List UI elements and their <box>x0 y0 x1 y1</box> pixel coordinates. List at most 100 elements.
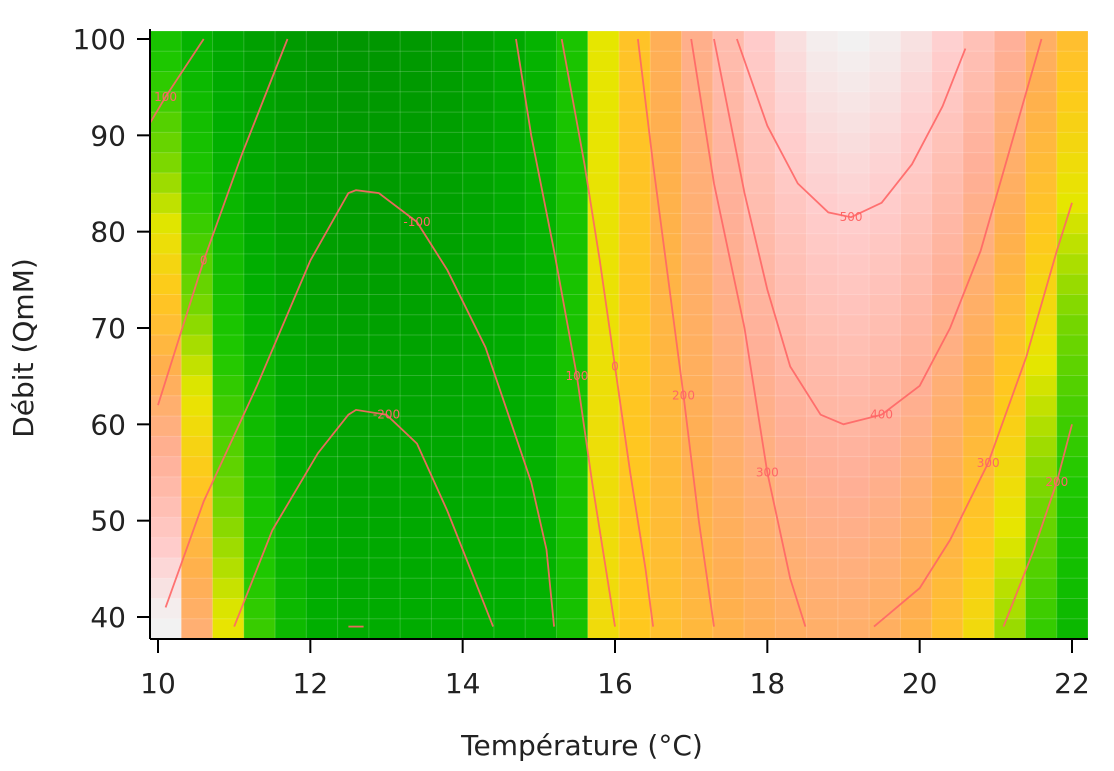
heatmap-cell <box>212 456 245 478</box>
heatmap-cell <box>806 91 839 113</box>
heatmap-cell <box>1056 456 1088 478</box>
heatmap-cell <box>681 355 714 377</box>
heatmap-cell <box>650 71 683 93</box>
heatmap-cell <box>462 132 495 154</box>
heatmap-cell <box>275 456 307 478</box>
heatmap-cell <box>462 618 495 639</box>
heatmap-cell <box>337 436 370 458</box>
heatmap-cell <box>462 31 495 52</box>
heatmap-cell <box>1056 314 1088 336</box>
heatmap-cell <box>994 112 1027 133</box>
heatmap-cell <box>900 335 933 356</box>
heatmap-cell <box>681 618 714 639</box>
heatmap-cell <box>587 618 620 639</box>
heatmap-cell <box>931 172 964 194</box>
heatmap-cell <box>587 456 620 478</box>
heatmap-cell <box>462 557 495 579</box>
heatmap-cell <box>931 416 964 437</box>
heatmap-cell <box>400 152 432 174</box>
heatmap-cell <box>493 578 526 600</box>
heatmap-cell <box>243 172 276 194</box>
heatmap-cell <box>525 314 558 336</box>
heatmap-cell <box>587 578 620 600</box>
heatmap-cell <box>1025 152 1058 174</box>
heatmap-cell <box>306 112 339 133</box>
heatmap-cell <box>869 557 901 579</box>
heatmap-cell <box>275 213 307 235</box>
contour-label: 200 <box>1045 475 1068 489</box>
heatmap-cell <box>275 172 307 194</box>
heatmap-cell <box>931 294 964 316</box>
heatmap-cell <box>994 51 1027 73</box>
heatmap-cell <box>994 193 1027 214</box>
contour-line <box>873 202 1073 628</box>
heatmap-cell <box>681 132 714 154</box>
heatmap-cell <box>775 335 808 356</box>
heatmap-cell <box>994 416 1027 437</box>
heatmap-cell <box>619 416 651 437</box>
heatmap-cell <box>681 31 714 52</box>
heatmap-cell <box>275 253 307 275</box>
heatmap-cell <box>306 335 339 356</box>
heatmap-cell <box>275 436 307 458</box>
heatmap-cell <box>243 537 276 559</box>
heatmap-cell <box>1025 132 1058 154</box>
heatmap-cell <box>181 31 214 52</box>
heatmap-cell <box>462 517 495 539</box>
heatmap-cell <box>1025 314 1058 336</box>
heatmap-cell <box>712 456 745 478</box>
heatmap-cell <box>962 598 995 620</box>
heatmap-cell <box>900 537 933 559</box>
heatmap-cell <box>212 213 245 235</box>
heatmap-cell <box>462 395 495 417</box>
y-tick-label: 100 <box>73 23 126 56</box>
heatmap-cell <box>493 193 526 214</box>
heatmap-cell <box>493 51 526 73</box>
heatmap-cell <box>493 456 526 478</box>
heatmap-cell <box>837 172 870 194</box>
heatmap-cell <box>337 476 370 498</box>
heatmap-cell <box>431 436 464 458</box>
heatmap-cell <box>681 51 714 73</box>
heatmap-cell <box>556 213 589 235</box>
heatmap-cell <box>775 497 808 518</box>
contour-line <box>637 38 715 627</box>
heatmap-cell <box>900 112 933 133</box>
heatmap-cell <box>181 172 214 194</box>
heatmap-cell <box>712 233 745 255</box>
heatmap-cell <box>306 375 339 397</box>
heatmap-cell <box>337 395 370 417</box>
heatmap-cell <box>775 517 808 539</box>
heatmap-cell <box>775 253 808 275</box>
heatmap-cell <box>837 375 870 397</box>
heatmap-cell <box>962 172 995 194</box>
heatmap-cell <box>900 91 933 113</box>
heatmap-cell <box>181 213 214 235</box>
heatmap-cell <box>337 274 370 296</box>
heatmap-cell <box>181 152 214 174</box>
heatmap-cell <box>400 31 432 52</box>
heatmap-cell <box>712 355 745 377</box>
heatmap-cell <box>837 91 870 113</box>
y-tick-label: 70 <box>90 312 126 345</box>
heatmap-cell <box>1056 476 1088 498</box>
heatmap-cell <box>681 395 714 417</box>
heatmap-cell <box>744 213 776 235</box>
heatmap-cell <box>931 31 964 52</box>
heatmap-cell <box>337 294 370 316</box>
heatmap-cell <box>275 618 307 639</box>
contour-line <box>690 38 807 627</box>
heatmap-cell <box>712 51 745 73</box>
heatmap-cell <box>368 193 401 214</box>
heatmap-cell <box>493 314 526 336</box>
heatmap-cell <box>1056 355 1088 377</box>
heatmap-cell <box>368 476 401 498</box>
heatmap-cell <box>493 416 526 437</box>
heatmap-cell <box>400 557 432 579</box>
heatmap-cell <box>431 314 464 336</box>
heatmap-cell <box>275 598 307 620</box>
heatmap-cell <box>681 537 714 559</box>
heatmap-cell <box>431 335 464 356</box>
heatmap-cell <box>837 213 870 235</box>
heatmap-cell <box>775 456 808 478</box>
